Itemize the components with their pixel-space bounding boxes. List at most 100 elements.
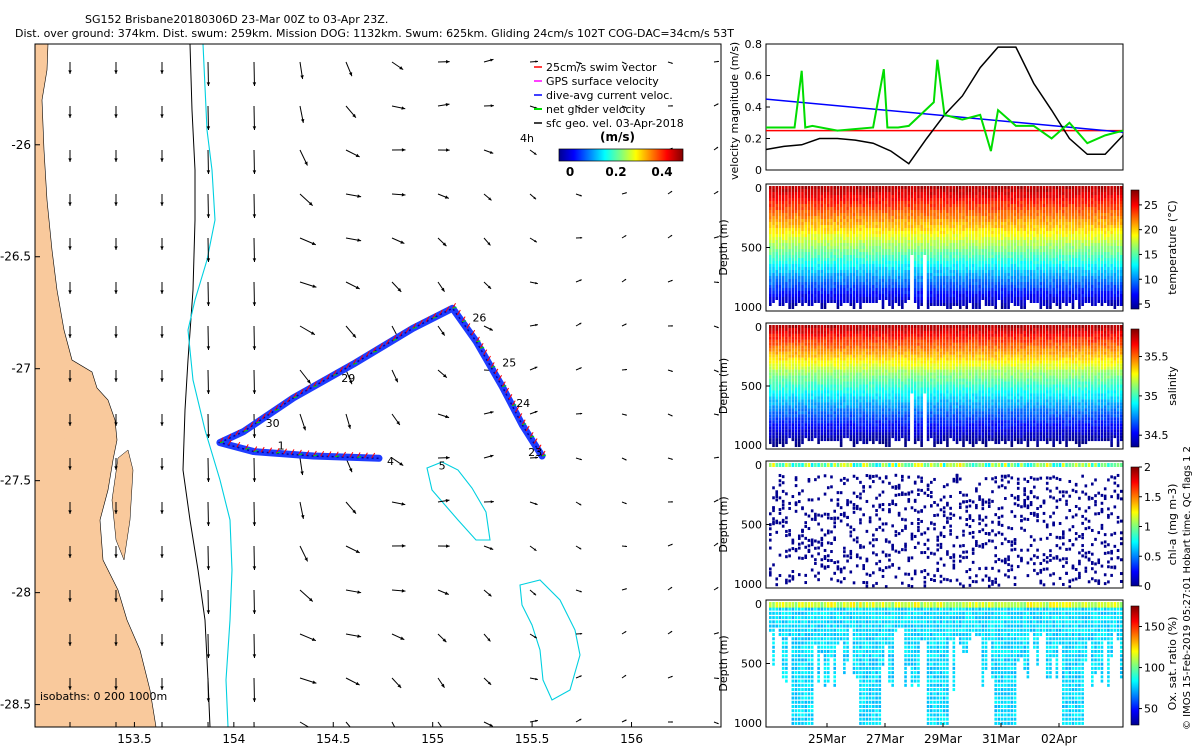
profile-cell	[821, 258, 824, 261]
profile-cell	[840, 189, 843, 192]
profile-cell	[1017, 246, 1020, 249]
profile-cell	[901, 264, 904, 267]
profile-cell	[901, 225, 904, 228]
profile-cell	[850, 267, 853, 270]
profile-cell	[1001, 231, 1004, 234]
profile-cell	[814, 294, 817, 297]
profile-cell	[985, 222, 988, 225]
profile-cell	[878, 246, 881, 249]
profile-cell	[985, 300, 988, 303]
profile-cell	[1004, 273, 1007, 276]
profile-cell	[866, 207, 869, 210]
profile-cell	[808, 288, 811, 291]
profile-cell	[1104, 216, 1107, 219]
profile-cell	[1014, 300, 1017, 303]
profile-cell	[946, 219, 949, 222]
profile-cell	[1020, 255, 1023, 258]
profile-cell	[798, 222, 801, 225]
profile-cell	[930, 231, 933, 234]
profile-cell	[866, 216, 869, 219]
profile-cell	[1068, 291, 1071, 294]
profile-cell	[1043, 186, 1046, 189]
profile-cell	[940, 195, 943, 198]
profile-cell	[917, 210, 920, 213]
profile-cell	[1085, 264, 1088, 267]
profile-cell	[917, 228, 920, 231]
profile-cell	[872, 300, 875, 303]
profile-cell	[956, 294, 959, 297]
profile-cell	[953, 210, 956, 213]
profile-cell	[1094, 276, 1097, 279]
profile-cell	[1023, 267, 1026, 270]
profile-cell	[956, 249, 959, 252]
profile-cell	[811, 261, 814, 264]
profile-cell	[1075, 264, 1078, 267]
profile-cell	[869, 231, 872, 234]
profile-cell	[811, 210, 814, 213]
profile-cell	[972, 213, 975, 216]
profile-cell	[901, 267, 904, 270]
profile-cell	[1068, 258, 1071, 261]
profile-cell	[827, 240, 830, 243]
profile-cell	[907, 207, 910, 210]
profile-cell	[1065, 198, 1068, 201]
profile-cell	[843, 264, 846, 267]
profile-cell	[943, 216, 946, 219]
profile-cell	[1072, 210, 1075, 213]
profile-cell	[1043, 234, 1046, 237]
profile-cell	[1107, 192, 1110, 195]
profile-cell	[991, 300, 994, 303]
profile-cell	[830, 237, 833, 240]
profile-cell	[978, 228, 981, 231]
profile-cell	[1072, 192, 1075, 195]
profile-cell	[1043, 222, 1046, 225]
profile-cell	[1007, 219, 1010, 222]
profile-cell	[824, 198, 827, 201]
profile-cell	[1117, 276, 1120, 279]
profile-cell	[962, 255, 965, 258]
profile-cell	[888, 234, 891, 237]
profile-cell	[862, 201, 865, 204]
profile-cell	[907, 186, 910, 189]
profile-cell	[956, 261, 959, 264]
profile-cell	[962, 249, 965, 252]
profile-cell	[782, 303, 785, 306]
profile-cell	[1078, 294, 1081, 297]
profile-cell	[1072, 225, 1075, 228]
profile-cell	[1001, 255, 1004, 258]
profile-cell	[1046, 258, 1049, 261]
speed-colorbar	[559, 149, 683, 161]
profile-cell	[1011, 258, 1014, 261]
profile-cell	[1007, 297, 1010, 300]
profile-cell	[940, 297, 943, 300]
profile-cell	[1075, 222, 1078, 225]
profile-cell	[1027, 204, 1030, 207]
profile-cell	[965, 216, 968, 219]
profile-cell	[975, 261, 978, 264]
profile-cell	[953, 195, 956, 198]
profile-cell	[821, 255, 824, 258]
profile-cell	[853, 240, 856, 243]
profile-cell	[1020, 285, 1023, 288]
profile-cell	[953, 279, 956, 282]
profile-cell	[878, 186, 881, 189]
profile-cell	[998, 192, 1001, 195]
profile-cell	[956, 276, 959, 279]
profile-cell	[1078, 270, 1081, 273]
profile-cell	[1020, 252, 1023, 255]
profile-cell	[814, 267, 817, 270]
profile-cell	[1091, 195, 1094, 198]
profile-cell	[830, 249, 833, 252]
profile-cell	[917, 231, 920, 234]
profile-cell	[1091, 216, 1094, 219]
profile-cell	[1004, 303, 1007, 306]
profile-cell	[1007, 300, 1010, 303]
profile-cell	[1104, 189, 1107, 192]
profile-cell	[962, 246, 965, 249]
profile-cell	[917, 243, 920, 246]
profile-cell	[882, 204, 885, 207]
profile-cell	[878, 204, 881, 207]
profile-cell	[1117, 279, 1120, 282]
profile-cell	[837, 195, 840, 198]
profile-cell	[965, 243, 968, 246]
